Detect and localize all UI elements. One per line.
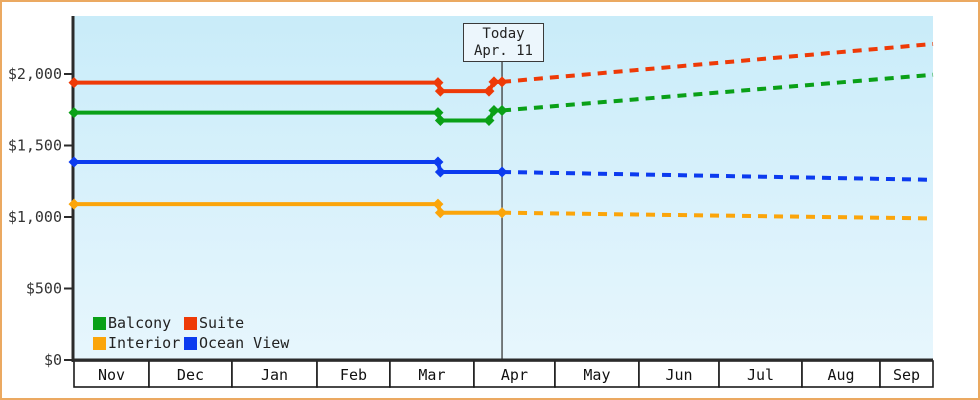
month-label-aug: Aug xyxy=(827,366,854,384)
data-marker-balcony xyxy=(68,107,80,119)
legend-swatch-suite xyxy=(184,316,197,330)
month-cell-aug xyxy=(801,360,881,388)
today-date: Apr. 11 xyxy=(473,43,533,59)
month-label-feb: Feb xyxy=(340,366,367,384)
today-annotation: Today Apr. 11 xyxy=(463,23,544,62)
legend-swatch-balcony xyxy=(93,316,106,330)
data-marker-interior xyxy=(434,207,446,219)
data-marker-ocean-view xyxy=(496,166,508,178)
data-marker-ocean-view xyxy=(68,156,80,168)
data-marker-ocean-view xyxy=(432,156,444,168)
plot-background xyxy=(74,16,933,360)
today-label: Today xyxy=(482,26,525,42)
data-marker-suite xyxy=(434,85,446,97)
series-forecast-interior xyxy=(502,210,934,221)
legend-label: Balcony xyxy=(108,314,172,332)
month-label-jul: Jul xyxy=(747,366,774,384)
series-history-ocean-view xyxy=(72,159,505,174)
month-label-jun: Jun xyxy=(665,366,692,384)
month-label-jan: Jan xyxy=(261,366,288,384)
series-forecast-suite xyxy=(501,41,934,84)
data-marker-interior xyxy=(432,198,444,210)
y-tick-label: $1,000 xyxy=(8,208,62,226)
legend-item-ocean-view: Ocean View xyxy=(184,334,290,352)
y-tick-label: $500 xyxy=(26,280,62,298)
month-label-sep: Sep xyxy=(893,366,920,384)
legend-item-suite: Suite xyxy=(184,314,289,332)
y-tick-label: $0 xyxy=(44,351,62,369)
data-marker-balcony xyxy=(434,114,446,126)
legend-swatch-ocean-view xyxy=(184,336,197,350)
series-forecast-ocean-view xyxy=(502,169,934,182)
data-marker-interior xyxy=(496,207,508,219)
data-marker-suite xyxy=(496,76,508,88)
month-cell-jan xyxy=(231,360,318,388)
month-cell-feb xyxy=(316,360,391,388)
data-marker-suite xyxy=(483,85,495,97)
data-marker-balcony xyxy=(483,114,495,126)
legend-label: Suite xyxy=(199,314,245,332)
chart-legend: Balcony Suite Interior Ocean View xyxy=(93,314,290,352)
data-marker-suite xyxy=(432,77,444,89)
month-label-nov: Nov xyxy=(98,366,125,384)
y-tick-label: $2,000 xyxy=(8,65,62,83)
month-label-apr: Apr xyxy=(501,366,528,384)
legend-swatch-interior xyxy=(93,336,106,350)
legend-item-balcony: Balcony xyxy=(93,314,184,332)
series-forecast-balcony xyxy=(501,72,934,113)
month-label-may: May xyxy=(583,366,610,384)
data-marker-suite xyxy=(488,76,500,88)
data-marker-balcony xyxy=(488,104,500,116)
month-cell-nov xyxy=(73,360,150,388)
data-marker-ocean-view xyxy=(434,166,446,178)
data-marker-suite xyxy=(68,77,80,89)
month-label-mar: Mar xyxy=(418,366,445,384)
data-marker-balcony xyxy=(496,104,508,116)
legend-label: Ocean View xyxy=(199,334,290,352)
month-cell-jul xyxy=(718,360,803,388)
data-marker-interior xyxy=(68,198,80,210)
legend-item-interior: Interior xyxy=(93,334,184,352)
month-cell-mar xyxy=(389,360,475,388)
month-cell-sep xyxy=(879,360,934,388)
month-label-dec: Dec xyxy=(177,366,204,384)
y-tick-label: $1,500 xyxy=(8,137,62,155)
legend-label: Interior xyxy=(108,334,181,352)
month-cell-may xyxy=(554,360,640,388)
